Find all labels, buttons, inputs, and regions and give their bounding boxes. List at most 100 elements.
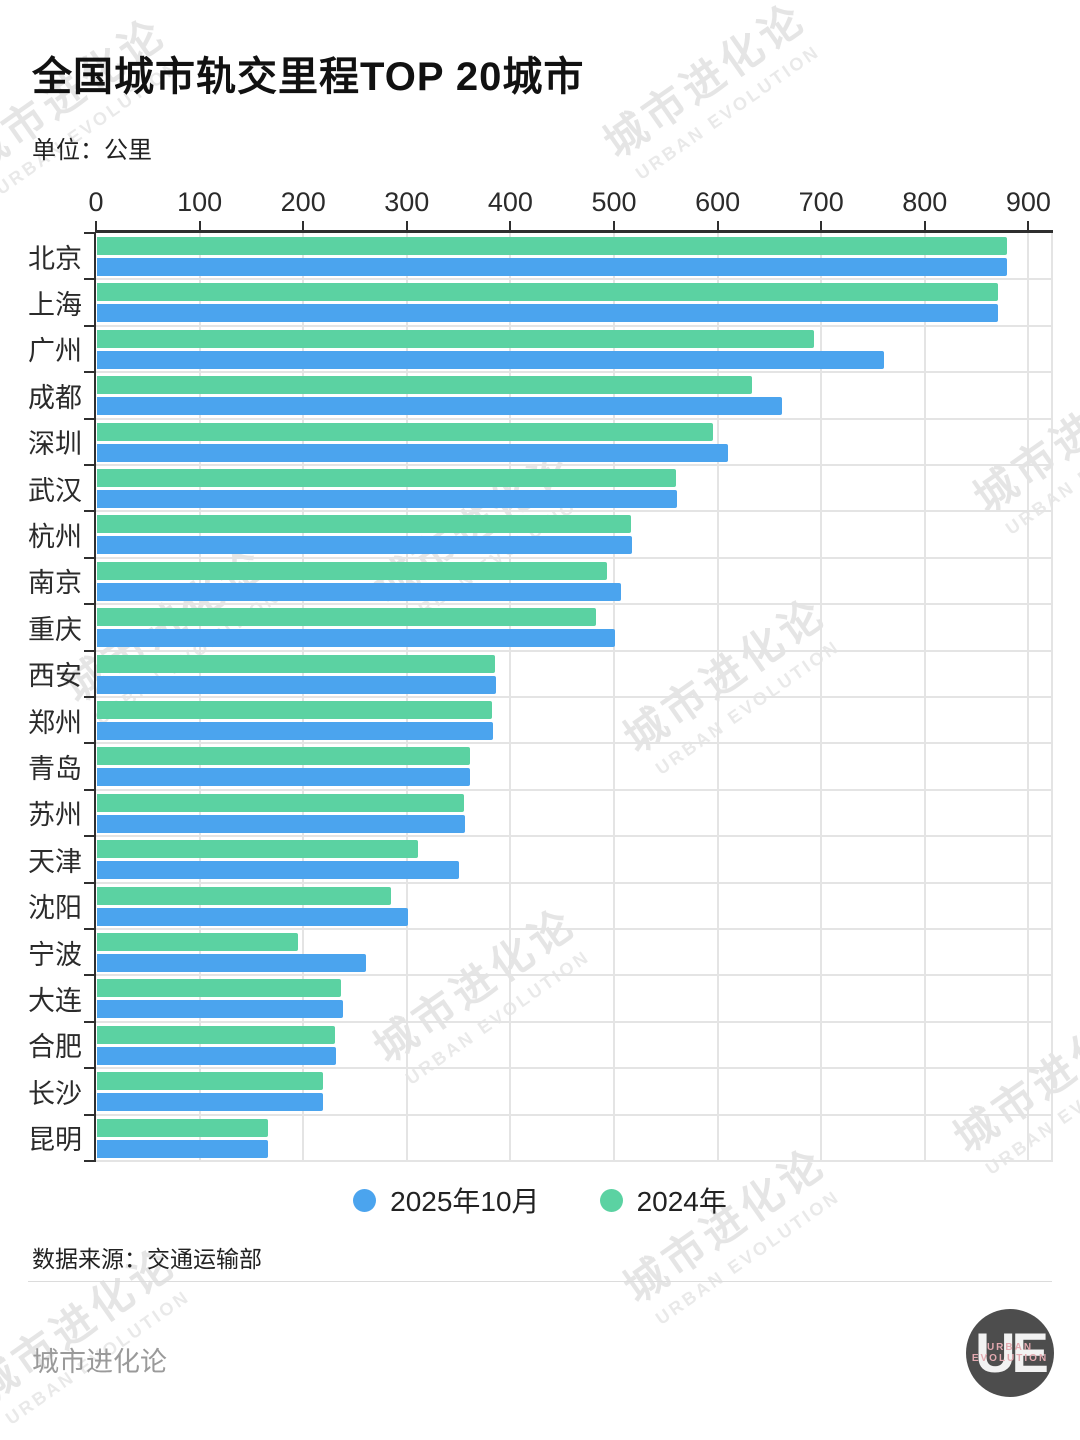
bar-2025 — [97, 954, 367, 972]
gridline-horizontal — [96, 649, 1053, 652]
gridline-horizontal — [96, 696, 1053, 698]
bar-2024 — [97, 469, 677, 487]
y-axis-tick — [84, 649, 96, 652]
x-axis-tick-label: 0 — [88, 187, 104, 217]
y-axis-tick — [84, 556, 96, 559]
bar-2024 — [97, 793, 464, 812]
city-label: 昆明 — [28, 1125, 82, 1156]
bar-2025 — [97, 490, 678, 508]
city-label: 杭州 — [28, 522, 82, 553]
y-axis-tick — [84, 232, 96, 234]
bar-2025 — [97, 1093, 323, 1112]
bar-2024 — [97, 237, 1007, 255]
bar-2025 — [97, 536, 632, 555]
gridline-horizontal — [96, 1067, 1053, 1070]
gridline-horizontal — [96, 1113, 1053, 1116]
bar-2024 — [97, 1072, 323, 1091]
x-axis-tick-label: 600 — [695, 187, 741, 217]
y-axis-tick — [84, 1113, 96, 1116]
y-axis-tick — [84, 603, 96, 606]
bar-2024 — [97, 886, 392, 905]
bar-2024 — [97, 561, 607, 580]
gridline-horizontal — [96, 324, 1053, 327]
bar-2024 — [97, 979, 342, 998]
gridline-horizontal — [96, 510, 1053, 513]
city-label: 长沙 — [28, 1078, 82, 1109]
x-axis-tick — [923, 221, 926, 233]
bar-2025 — [97, 397, 782, 416]
legend-dot-2024-icon — [599, 1188, 623, 1212]
x-axis-tick — [716, 221, 719, 233]
x-axis-tick — [509, 221, 512, 233]
bar-2024 — [97, 1025, 336, 1044]
y-axis-tick — [84, 1067, 96, 1070]
city-label: 天津 — [28, 846, 82, 877]
x-axis-tick — [1027, 221, 1030, 233]
x-axis-tick-label: 200 — [280, 187, 326, 217]
gridline-horizontal — [96, 556, 1053, 559]
gridline-horizontal — [96, 1160, 1053, 1162]
bar-2024 — [97, 376, 752, 395]
x-axis-tick-label: 400 — [487, 187, 533, 217]
y-axis-tick — [84, 881, 96, 884]
logo-initials: UE — [975, 1321, 1049, 1384]
bar-2025 — [97, 1046, 337, 1065]
gridline-horizontal — [96, 371, 1053, 374]
bar-2025 — [97, 861, 459, 880]
x-axis-tick-label: 100 — [177, 187, 223, 217]
gridline-horizontal — [96, 928, 1053, 930]
bar-2025 — [97, 1139, 268, 1158]
bar-2024 — [97, 283, 999, 302]
city-label: 合肥 — [28, 1032, 82, 1063]
gridline-horizontal — [96, 417, 1053, 420]
city-label: 武汉 — [28, 475, 82, 506]
x-axis-tick-label: 900 — [1005, 187, 1051, 217]
y-axis-tick — [84, 464, 96, 466]
city-label: 重庆 — [28, 614, 82, 645]
bar-2025 — [97, 675, 496, 694]
bar-2025 — [97, 722, 493, 740]
gridline-horizontal — [96, 603, 1053, 606]
x-axis-tick-label: 300 — [384, 187, 430, 217]
legend-item-2024: 2024年 — [599, 1180, 727, 1220]
y-axis-tick — [84, 974, 96, 977]
city-label: 郑州 — [28, 707, 82, 738]
x-axis-tick — [405, 221, 408, 233]
city-label: 宁波 — [28, 939, 82, 970]
bar-2024 — [97, 608, 597, 627]
city-label: 苏州 — [28, 800, 82, 831]
x-axis-tick — [302, 221, 305, 233]
bar-2024 — [97, 701, 492, 719]
x-axis-line — [96, 230, 1053, 233]
bar-2024 — [97, 933, 298, 951]
gridline-horizontal — [96, 881, 1053, 884]
gridline-horizontal — [96, 1020, 1053, 1023]
x-axis-tick — [198, 221, 201, 233]
bar-2024 — [97, 654, 495, 673]
source-note: 数据来源：交通运输部 — [32, 1246, 262, 1272]
bar-2025 — [97, 304, 999, 323]
gridline-horizontal — [96, 788, 1053, 791]
y-axis-tick — [84, 835, 96, 838]
y-axis-line — [94, 233, 96, 1161]
bar-2025 — [97, 350, 885, 369]
y-axis-tick — [84, 324, 96, 327]
x-axis-tick-label: 700 — [798, 187, 844, 217]
footer-brand: 城市进化论 — [32, 1347, 167, 1377]
bar-2025 — [97, 258, 1007, 276]
bar-2025 — [97, 1000, 343, 1019]
bar-2024 — [97, 422, 714, 441]
y-axis-tick — [84, 742, 96, 745]
gridline-horizontal — [96, 742, 1053, 745]
city-label: 沈阳 — [28, 893, 82, 924]
bar-2024 — [97, 747, 470, 766]
logo-subtext: URBAN EVOLUTION — [971, 1342, 1049, 1364]
y-axis-tick — [84, 1160, 96, 1162]
bar-2025 — [97, 582, 622, 601]
legend-dot-2025-icon — [353, 1188, 377, 1212]
